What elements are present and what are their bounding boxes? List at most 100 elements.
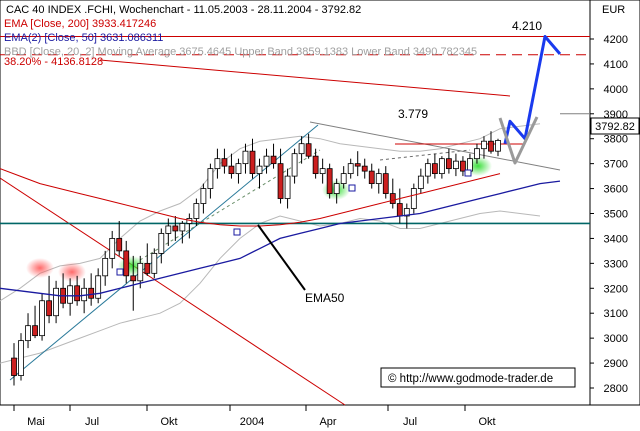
candle-up xyxy=(200,188,207,204)
y-axis-ticks: 2800 2900 3000 3100 3200 3300 3400 3500 3600 3700… xyxy=(590,34,628,395)
candle-up xyxy=(417,175,424,189)
candle-up xyxy=(438,158,445,175)
plot-area xyxy=(0,0,591,406)
x-tick-label: Apr xyxy=(319,416,336,428)
candle-up xyxy=(151,252,158,274)
candle-up xyxy=(424,163,431,177)
candle-up xyxy=(453,160,459,170)
y-tick-label: 2900 xyxy=(604,358,628,370)
candle-down xyxy=(32,325,38,337)
candle-down xyxy=(354,163,361,167)
candle-up xyxy=(109,238,116,259)
candle-down xyxy=(445,158,452,170)
candle-up xyxy=(495,140,501,152)
candle-up xyxy=(25,325,31,342)
ema200-line xyxy=(0,168,501,227)
candle-up xyxy=(207,168,214,189)
candle-up xyxy=(263,155,270,167)
candle-down xyxy=(130,275,137,282)
copyright-text: © http://www.godmode-trader.de xyxy=(388,373,553,385)
candles xyxy=(11,131,501,386)
x-tick-label: Mai xyxy=(27,416,45,428)
ema200-trend-line xyxy=(99,59,511,97)
candle-down xyxy=(46,300,52,317)
forecast-path xyxy=(498,35,562,165)
y-tick-label: 3500 xyxy=(604,209,628,221)
candle-up xyxy=(165,225,172,234)
candle-down xyxy=(326,168,333,194)
legend-fibonacci: 38.20% - 4136.8128 xyxy=(4,56,103,68)
candle-down xyxy=(88,287,95,299)
candle-down xyxy=(361,165,368,172)
candle-up xyxy=(67,285,74,304)
candle-down xyxy=(460,160,466,172)
ema-lines xyxy=(0,168,561,297)
candle-up xyxy=(214,158,221,170)
candle-up xyxy=(298,143,305,155)
candle-down xyxy=(221,158,228,167)
bollinger-bands xyxy=(0,123,541,364)
resistance-line xyxy=(309,121,561,171)
horizontal-levels xyxy=(0,36,590,225)
last-value-box xyxy=(590,117,640,135)
x-axis-ticks: Mai Jul Okt 2004 Apr Jul Okt xyxy=(13,405,496,428)
candle-down xyxy=(368,170,375,184)
legend-ema50: EMA(2) [Close, 50] 3631.086311 xyxy=(4,32,163,44)
x-tick-label: Jul xyxy=(403,416,417,428)
candle-up xyxy=(256,165,263,175)
candle-up xyxy=(158,233,165,254)
upper-band xyxy=(0,123,541,302)
legend-bollinger: BBD [Close, 20, 2] Moving Average 3675.4… xyxy=(4,46,477,58)
highlight-glow xyxy=(58,262,86,282)
candle-up xyxy=(18,340,24,376)
candle-down xyxy=(11,357,17,376)
ema50-line xyxy=(0,180,561,297)
candle-up xyxy=(467,158,473,172)
last-value-label: 3792.82 xyxy=(595,121,635,133)
candle-up xyxy=(481,140,487,150)
highlight-glow xyxy=(26,258,54,278)
y-tick-label: 3000 xyxy=(604,333,628,345)
forecast-alt-path xyxy=(498,116,539,165)
x-tick-label: Okt xyxy=(160,416,177,428)
candle-up xyxy=(410,188,417,209)
candle-down xyxy=(396,203,403,217)
candle-down xyxy=(116,238,123,252)
candle-down xyxy=(277,163,284,199)
x-tick-label: 2004 xyxy=(240,416,264,428)
y-tick-label: 3300 xyxy=(604,258,628,270)
ema50-marker xyxy=(116,268,124,276)
candle-up xyxy=(53,287,59,317)
legend-box xyxy=(1,1,5,15)
candle-down xyxy=(488,140,494,152)
candle-down xyxy=(249,150,256,175)
candle-down xyxy=(144,262,151,274)
copyright-box xyxy=(380,367,576,388)
candle-up xyxy=(403,208,410,217)
y-tick-label: 3700 xyxy=(604,159,628,171)
y-tick-label: 3800 xyxy=(604,134,628,146)
candle-down xyxy=(123,250,130,277)
candle-up xyxy=(291,153,298,177)
chart-title: CAC 40 INDEX .FCHI, Wochenchart - 11.05.… xyxy=(6,4,361,16)
ema50-marker xyxy=(464,169,472,177)
ema50-pointer-line xyxy=(257,224,306,291)
y-tick-label: 3200 xyxy=(604,283,628,295)
candle-up xyxy=(340,173,347,184)
candle-down xyxy=(74,285,81,302)
candle-down xyxy=(172,225,179,232)
downtrend-line xyxy=(0,177,346,406)
candle-up xyxy=(179,223,186,232)
x-tick-label: Jul xyxy=(85,416,99,428)
candle-up xyxy=(333,183,340,194)
y-axis-area xyxy=(589,0,640,406)
candle-down xyxy=(389,193,396,204)
candle-down xyxy=(382,173,389,194)
candle-up xyxy=(319,168,326,175)
ema50-annotation: EMA50 xyxy=(305,291,345,305)
legend-ema200: EMA [Close, 200] 3933.417246 xyxy=(4,18,156,30)
candle-up xyxy=(235,163,242,175)
ema50-marker xyxy=(348,184,356,192)
